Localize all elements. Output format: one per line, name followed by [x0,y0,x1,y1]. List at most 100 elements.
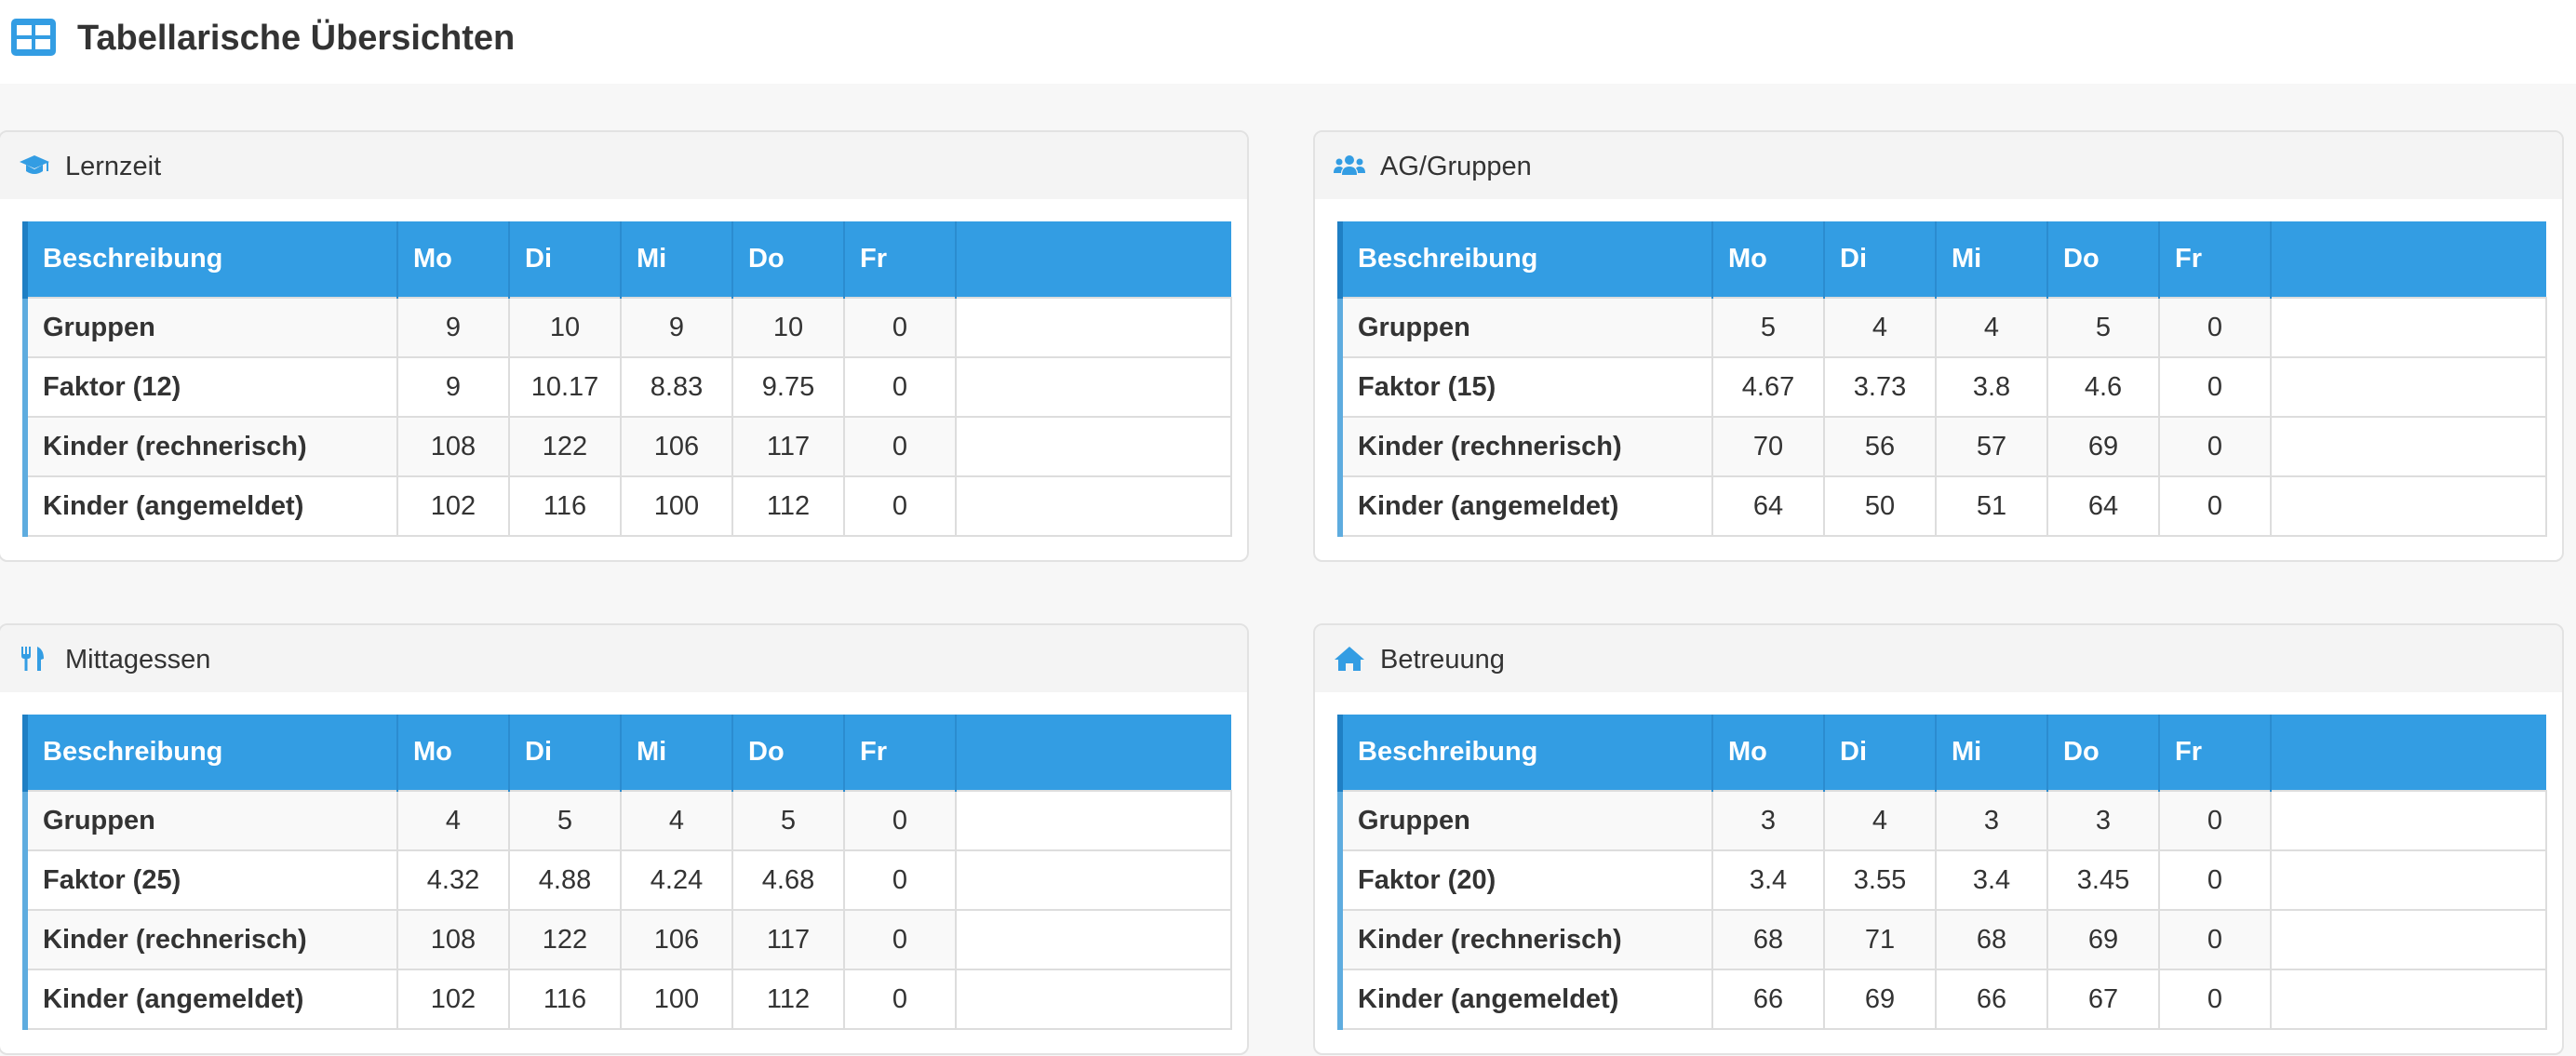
panel-title: Lernzeit [65,152,162,181]
table-header-row: Beschreibung Mo Di Mi Do Fr [1337,715,2546,791]
panel-title: AG/Gruppen [1380,152,1532,181]
column-header-fr: Fr [843,221,956,298]
cell-do: 9.75 [731,356,844,418]
cell-do: 10 [731,297,844,358]
cell-mi: 4.24 [620,849,732,911]
cell-mo: 68 [1711,909,1824,970]
cell-do: 64 [2046,475,2159,537]
cell-empty [2270,790,2547,851]
cell-di: 10.17 [508,356,621,418]
cell-empty [955,790,1232,851]
cell-fr: 0 [2158,297,2271,358]
table-row: Faktor (20) 3.4 3.55 3.4 3.45 0 [1337,849,2547,911]
cell-fr: 0 [843,969,956,1030]
cell-mo: 3.4 [1711,849,1824,911]
betreuung-table: Beschreibung Mo Di Mi Do Fr Gruppen 3 4 … [1337,715,2547,1030]
cell-fr: 0 [2158,416,2271,477]
cell-do: 117 [731,416,844,477]
row-label: Faktor (25) [22,849,397,911]
cell-mo: 3 [1711,790,1824,851]
page-header: Tabellarische Übersichten [0,0,2576,84]
column-header-di: Di [508,221,621,298]
table-row: Gruppen 3 4 3 3 0 [1337,790,2547,851]
cell-mo: 108 [396,909,509,970]
cell-do: 4.6 [2046,356,2159,418]
column-header-mi: Mi [1935,221,2047,298]
ag-gruppen-table: Beschreibung Mo Di Mi Do Fr Gruppen 5 4 … [1337,221,2547,537]
cell-empty [955,356,1232,418]
column-header-mo: Mo [396,715,509,791]
cell-mo: 9 [396,297,509,358]
table-row: Kinder (rechnerisch) 108 122 106 117 0 [22,416,1232,477]
cell-mo: 70 [1711,416,1824,477]
cell-empty [2270,416,2547,477]
cell-empty [955,297,1232,358]
cell-empty [955,475,1232,537]
cell-empty [955,969,1232,1030]
cell-fr: 0 [2158,909,2271,970]
cell-fr: 0 [2158,356,2271,418]
column-header-beschreibung: Beschreibung [1337,221,1712,298]
panel-title: Mittagessen [65,645,211,675]
cell-do: 3 [2046,790,2159,851]
cell-di: 4 [1823,790,1936,851]
panel-lernzeit: Lernzeit Beschreibung Mo Di Mi Do Fr Gru… [0,130,1249,562]
cell-mo: 102 [396,475,509,537]
column-header-fr: Fr [2158,715,2271,791]
panel-header-ag-gruppen: AG/Gruppen [1315,132,2562,199]
utensils-icon [21,647,44,671]
cell-mi: 100 [620,969,732,1030]
cell-mi: 100 [620,475,732,537]
cell-mi: 4 [1935,297,2047,358]
cell-mo: 9 [396,356,509,418]
cell-mi: 66 [1935,969,2047,1030]
column-header-mi: Mi [620,715,732,791]
cell-mo: 108 [396,416,509,477]
panel-title: Betreuung [1380,645,1505,675]
table-row: Kinder (angemeldet) 102 116 100 112 0 [22,475,1232,537]
cell-di: 71 [1823,909,1936,970]
cell-mi: 3.8 [1935,356,2047,418]
cell-empty [2270,475,2547,537]
cell-di: 56 [1823,416,1936,477]
panel-header-mittagessen: Mittagessen [0,625,1247,692]
panel-ag-gruppen: AG/Gruppen Beschreibung Mo Di Mi Do Fr G… [1313,130,2564,562]
table-row: Faktor (15) 4.67 3.73 3.8 4.6 0 [1337,356,2547,418]
cell-mo: 4.32 [396,849,509,911]
cell-do: 117 [731,909,844,970]
cell-mo: 102 [396,969,509,1030]
cell-mi: 68 [1935,909,2047,970]
cell-fr: 0 [843,849,956,911]
table-row: Kinder (rechnerisch) 68 71 68 69 0 [1337,909,2547,970]
row-label: Kinder (angemeldet) [1337,475,1712,537]
cell-fr: 0 [843,416,956,477]
cell-mo: 5 [1711,297,1824,358]
table-row: Faktor (25) 4.32 4.88 4.24 4.68 0 [22,849,1232,911]
cell-mi: 106 [620,909,732,970]
cell-di: 122 [508,909,621,970]
cell-empty [2270,969,2547,1030]
row-label: Kinder (angemeldet) [22,969,397,1030]
cell-di: 116 [508,475,621,537]
column-header-mi: Mi [620,221,732,298]
cell-empty [955,416,1232,477]
cell-do: 112 [731,969,844,1030]
cell-do: 3.45 [2046,849,2159,911]
cell-di: 69 [1823,969,1936,1030]
row-label: Gruppen [22,297,397,358]
column-header-di: Di [508,715,621,791]
cell-mi: 3 [1935,790,2047,851]
cell-di: 116 [508,969,621,1030]
table-header-row: Beschreibung Mo Di Mi Do Fr [22,221,1231,298]
row-label: Faktor (12) [22,356,397,418]
column-header-empty [2270,221,2546,298]
cell-do: 69 [2046,416,2159,477]
cell-di: 3.55 [1823,849,1936,911]
cell-di: 4.88 [508,849,621,911]
table-icon [11,19,56,56]
cell-di: 122 [508,416,621,477]
column-header-do: Do [2046,221,2159,298]
row-label: Kinder (angemeldet) [22,475,397,537]
table-row: Gruppen 5 4 4 5 0 [1337,297,2547,358]
table-row: Kinder (rechnerisch) 70 56 57 69 0 [1337,416,2547,477]
